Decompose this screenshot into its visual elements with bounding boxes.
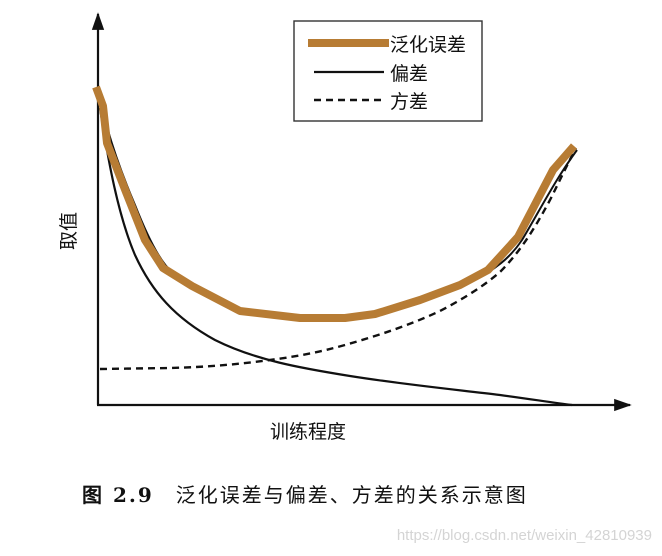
y-axis-label: 取值 [58, 212, 80, 250]
x-axis-label: 训练程度 [270, 421, 346, 443]
caption-text: 泛化误差与偏差、方差的关系示意图 [175, 483, 528, 507]
bias-curve [98, 107, 573, 407]
generalization-error-curve [92, 85, 578, 322]
watermark: https://blog.csdn.net/weixin_42810939 [396, 527, 652, 544]
legend-label-generalization-error: 泛化误差 [390, 34, 466, 56]
total-curve-outline [99, 99, 578, 320]
legend-label-bias: 偏差 [390, 63, 428, 85]
variance-curve [99, 147, 578, 371]
legend-label-variance: 方差 [390, 91, 428, 113]
figure-number: 图 2.9 [82, 483, 154, 507]
legend: 泛化误差 偏差 方差 [293, 20, 483, 122]
figure-caption: 图 2.9 泛化误差与偏差、方差的关系示意图 [82, 479, 528, 508]
